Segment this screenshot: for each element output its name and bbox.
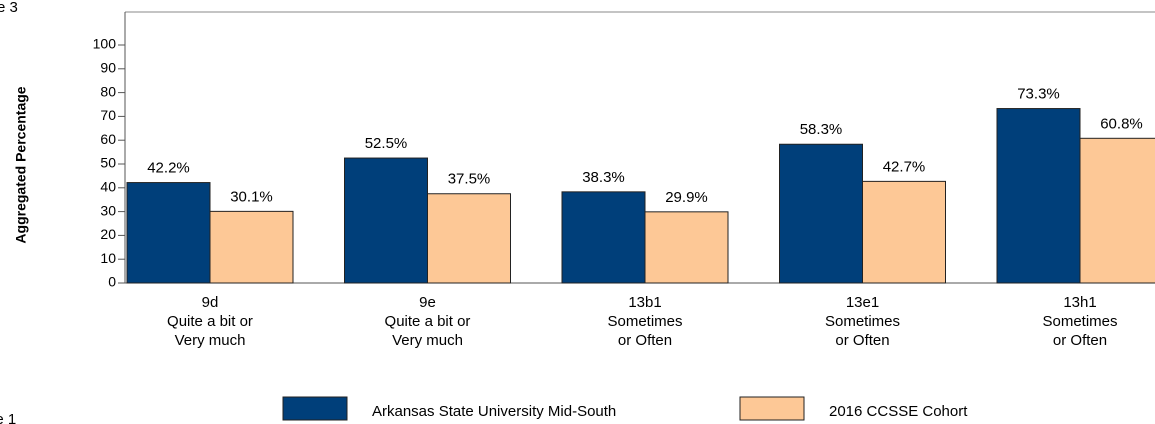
x-tick-label: 9e — [419, 294, 436, 311]
bar — [209, 210, 294, 284]
x-tick-label: Quite a bit or — [167, 313, 253, 330]
y-tick-label: 30 — [100, 202, 116, 218]
y-tick-label: 90 — [100, 60, 116, 76]
x-tick-label: Quite a bit or — [385, 313, 471, 330]
bar — [126, 182, 211, 284]
x-tick-label: 13b1 — [628, 294, 661, 311]
page-fragment: le 1 — [0, 411, 16, 424]
value-label: 29.9% — [665, 189, 708, 206]
value-label: 42.2% — [147, 160, 190, 177]
bar — [561, 191, 646, 284]
y-tick-label: 40 — [100, 179, 116, 195]
value-label: 42.7% — [883, 158, 926, 175]
bar — [344, 157, 428, 284]
value-label: 60.8% — [1100, 115, 1143, 132]
y-tick-label: 20 — [100, 226, 116, 242]
x-tick-label: 13h1 — [1063, 294, 1096, 311]
y-tick-label: 50 — [100, 155, 116, 171]
page-fragment: re 3 — [0, 0, 18, 16]
y-tick-label: 10 — [100, 250, 116, 266]
value-label: 30.1% — [230, 188, 273, 205]
bar — [862, 180, 946, 284]
value-label: 52.5% — [365, 135, 408, 152]
y-axis-label: Aggregated Percentage — [13, 86, 29, 243]
value-label: 73.3% — [1017, 86, 1060, 103]
value-label: 38.3% — [582, 169, 625, 186]
legend-label: 2016 CCSSE Cohort — [829, 403, 968, 420]
x-tick-label: Sometimes — [607, 313, 682, 330]
x-tick-label: 13e1 — [846, 294, 879, 311]
y-tick-label: 70 — [100, 107, 116, 123]
bar — [427, 193, 511, 284]
x-tick-label: Sometimes — [825, 313, 900, 330]
legend-swatch — [282, 396, 348, 421]
x-tick-label: Very much — [392, 332, 463, 349]
x-tick-label: Sometimes — [1042, 313, 1117, 330]
y-tick-label: 100 — [93, 36, 117, 52]
value-label: 37.5% — [448, 171, 491, 188]
bar — [1079, 137, 1155, 284]
value-label: 58.3% — [800, 121, 843, 138]
legend-swatch — [739, 396, 805, 421]
bar — [996, 108, 1081, 284]
bar — [779, 143, 863, 284]
x-tick-label: or Often — [835, 332, 889, 349]
y-tick-label: 80 — [100, 83, 116, 99]
legend-label: Arkansas State University Mid-South — [372, 403, 616, 420]
y-tick-label: 0 — [108, 274, 116, 290]
x-tick-label: or Often — [618, 332, 672, 349]
x-tick-label: 9d — [202, 294, 219, 311]
bar — [644, 211, 729, 284]
x-tick-label: or Often — [1053, 332, 1107, 349]
y-tick-label: 60 — [100, 131, 116, 147]
x-tick-label: Very much — [175, 332, 246, 349]
